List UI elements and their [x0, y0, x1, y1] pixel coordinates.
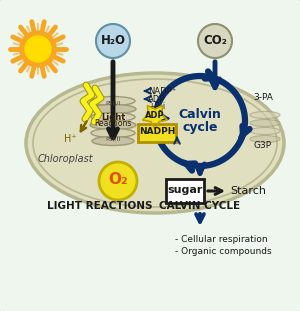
Circle shape [198, 24, 232, 58]
Ellipse shape [250, 112, 280, 118]
Text: cycle: cycle [182, 122, 218, 134]
Text: NADP⁺: NADP⁺ [148, 86, 176, 95]
FancyBboxPatch shape [138, 124, 176, 142]
Text: - Organic compounds: - Organic compounds [175, 247, 272, 256]
Ellipse shape [90, 104, 136, 114]
Text: H⁺: H⁺ [64, 134, 76, 144]
Ellipse shape [250, 119, 280, 127]
Ellipse shape [92, 137, 134, 146]
Text: Starch: Starch [230, 186, 266, 196]
Text: +P_i: +P_i [148, 101, 165, 110]
Text: Chloroplast: Chloroplast [37, 154, 93, 164]
Ellipse shape [250, 136, 280, 142]
Text: sugar: sugar [167, 185, 203, 195]
Circle shape [20, 31, 56, 67]
Text: H₂O: H₂O [100, 34, 125, 47]
Ellipse shape [91, 96, 135, 105]
Ellipse shape [90, 120, 136, 129]
Ellipse shape [91, 128, 135, 137]
Text: PSII/I: PSII/I [105, 100, 121, 105]
Circle shape [96, 24, 130, 58]
Text: ADP: ADP [148, 95, 165, 104]
FancyBboxPatch shape [166, 179, 204, 203]
Text: PSI/II: PSI/II [105, 137, 121, 142]
Text: CO₂: CO₂ [203, 34, 227, 47]
Circle shape [25, 36, 51, 62]
Polygon shape [142, 105, 167, 129]
Text: ADP: ADP [145, 110, 165, 119]
Text: 3-PA: 3-PA [253, 92, 273, 101]
Text: Light: Light [101, 113, 125, 122]
Text: CALVIN CYCLE: CALVIN CYCLE [159, 201, 241, 211]
Text: LIGHT REACTIONS: LIGHT REACTIONS [47, 201, 153, 211]
Text: Calvin: Calvin [178, 108, 221, 120]
Text: G3P: G3P [253, 141, 271, 150]
Ellipse shape [26, 73, 284, 213]
Text: NADPH: NADPH [139, 128, 175, 137]
Circle shape [99, 162, 137, 200]
Text: O₂: O₂ [108, 173, 128, 188]
Ellipse shape [91, 113, 135, 122]
Text: Reactions: Reactions [94, 119, 132, 128]
Ellipse shape [250, 128, 280, 134]
Text: - Cellular respiration: - Cellular respiration [175, 234, 268, 244]
